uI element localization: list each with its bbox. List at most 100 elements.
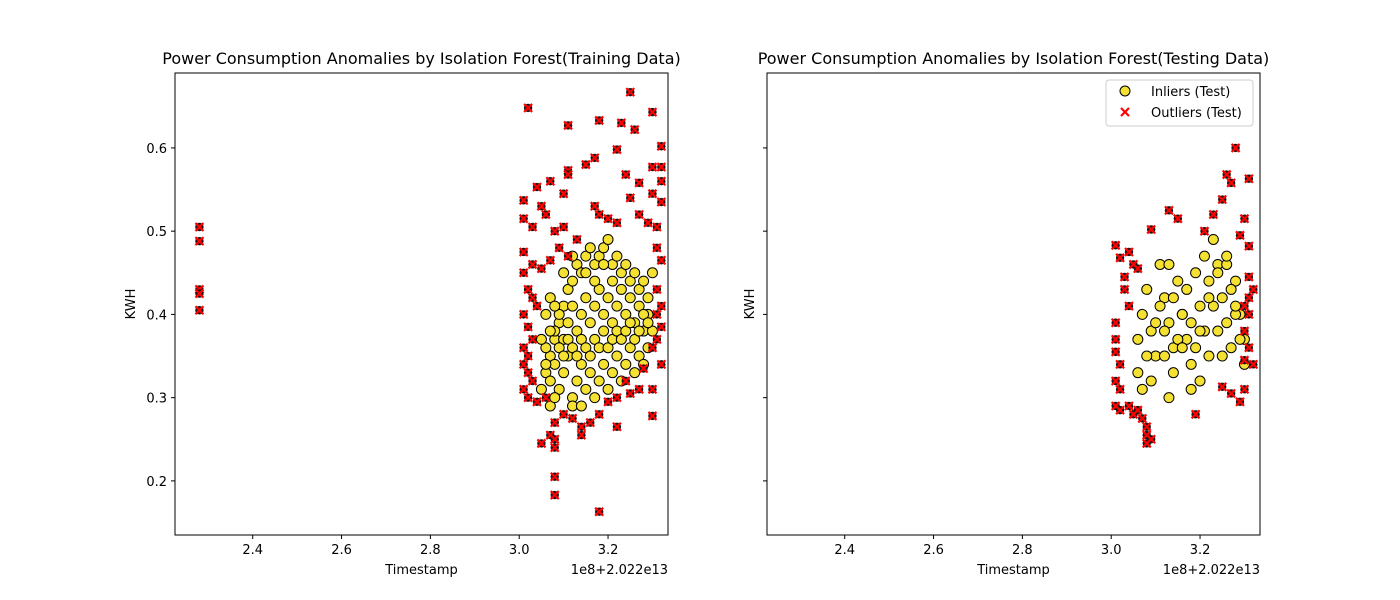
outlier-point [1239,384,1250,395]
inlier-point [638,308,650,320]
inlier-point [598,325,610,337]
inlier-point [1150,317,1162,329]
outlier-point [527,222,538,232]
outlier-point [1230,143,1241,153]
outlier-point [532,182,542,192]
outlier-point [1119,284,1130,295]
outlier-point [647,384,658,395]
outlier-point [652,243,662,253]
outlier-point [612,218,622,228]
inlier-point [580,292,592,304]
outlier-point [549,226,560,236]
outlier-point [1115,253,1125,263]
inlier-point [598,258,610,270]
inlier-point [602,233,614,245]
outlier-point [629,124,640,135]
inlier-point [544,325,556,337]
outlier-point [656,176,667,186]
outlier-point [1239,213,1250,224]
inlier-point [553,342,565,354]
inlier-point [1154,300,1166,312]
outlier-point [616,118,627,128]
inlier-point [1185,317,1197,329]
outlier-point [541,392,551,403]
inlier-point [1212,325,1224,337]
x-tick-label: 3.2 [1190,543,1211,558]
inlier-point [580,267,592,279]
inlier-point [567,300,579,312]
outlier-point [625,388,636,399]
outlier-point [523,103,533,113]
inlier-point [606,367,618,379]
outlier-point [1217,382,1228,392]
inlier-point [1176,342,1188,354]
inlier-point [629,367,641,379]
outlier-point [1208,209,1219,220]
outlier-point [1124,247,1134,257]
legend: Inliers (Test) Outliers (Test) [1105,79,1254,127]
outlier-point [549,434,560,445]
outlier-point [194,222,205,232]
outlier-point [1110,317,1121,328]
inlier-point [1203,275,1215,287]
outlier-point [612,144,622,155]
inlier-point [1198,250,1210,262]
inlier-point [629,333,641,345]
inlier-point [1141,350,1153,362]
inlier-point [1176,308,1188,320]
inlier-point [593,250,605,262]
legend-outlier-marker [1120,107,1130,117]
inlier-point [598,358,610,370]
inlier-point [584,317,596,329]
outlier-point [518,247,529,257]
outlier-point [621,169,631,180]
inlier-point [1216,292,1228,304]
inlier-point [615,283,627,295]
inlier-point [1194,325,1206,337]
outlier-point [1235,397,1245,407]
outlier-point [652,284,662,295]
outlier-point [594,209,604,220]
inlier-point [1136,308,1148,320]
inlier-point [544,292,556,304]
outlier-point [647,162,658,172]
outlier-point [1244,309,1254,320]
inlier-point [1230,275,1242,287]
outlier-point [621,376,631,386]
outlier-point [652,222,662,232]
outlier-point [1173,213,1183,224]
outlier-point [567,413,578,424]
inlier-point [575,400,587,412]
outlier-point [536,263,547,274]
outlier-point [1239,355,1250,365]
outlier-point [527,376,538,386]
inlier-point [1190,267,1202,279]
inlier-point [1203,292,1215,304]
outlier-point [518,384,529,395]
inlier-point [540,342,552,354]
inlier-point [1185,358,1197,370]
inlier-point [558,350,570,362]
inlier-point [1163,317,1175,329]
inlier-point [1234,333,1246,345]
inlier-point [1194,375,1206,387]
inlier-point [633,350,645,362]
inlier-point [1163,258,1175,270]
inlier-point [544,375,556,387]
outlier-point [1137,413,1148,424]
outlier-point [634,178,644,188]
inlier-point [638,275,650,287]
inlier-point [584,242,596,254]
outlier-point [541,209,551,220]
y-axis-label: KWH [743,289,758,320]
inlier-point [615,267,627,279]
outlier-point [1110,334,1121,345]
inlier-point [620,325,632,337]
outlier-point [563,120,573,131]
inlier-point [589,333,601,345]
outlier-point [625,193,636,203]
outlier-point [563,169,573,180]
outlier-point [1190,409,1201,420]
inlier-point [571,375,583,387]
inlier-point [1185,383,1197,395]
